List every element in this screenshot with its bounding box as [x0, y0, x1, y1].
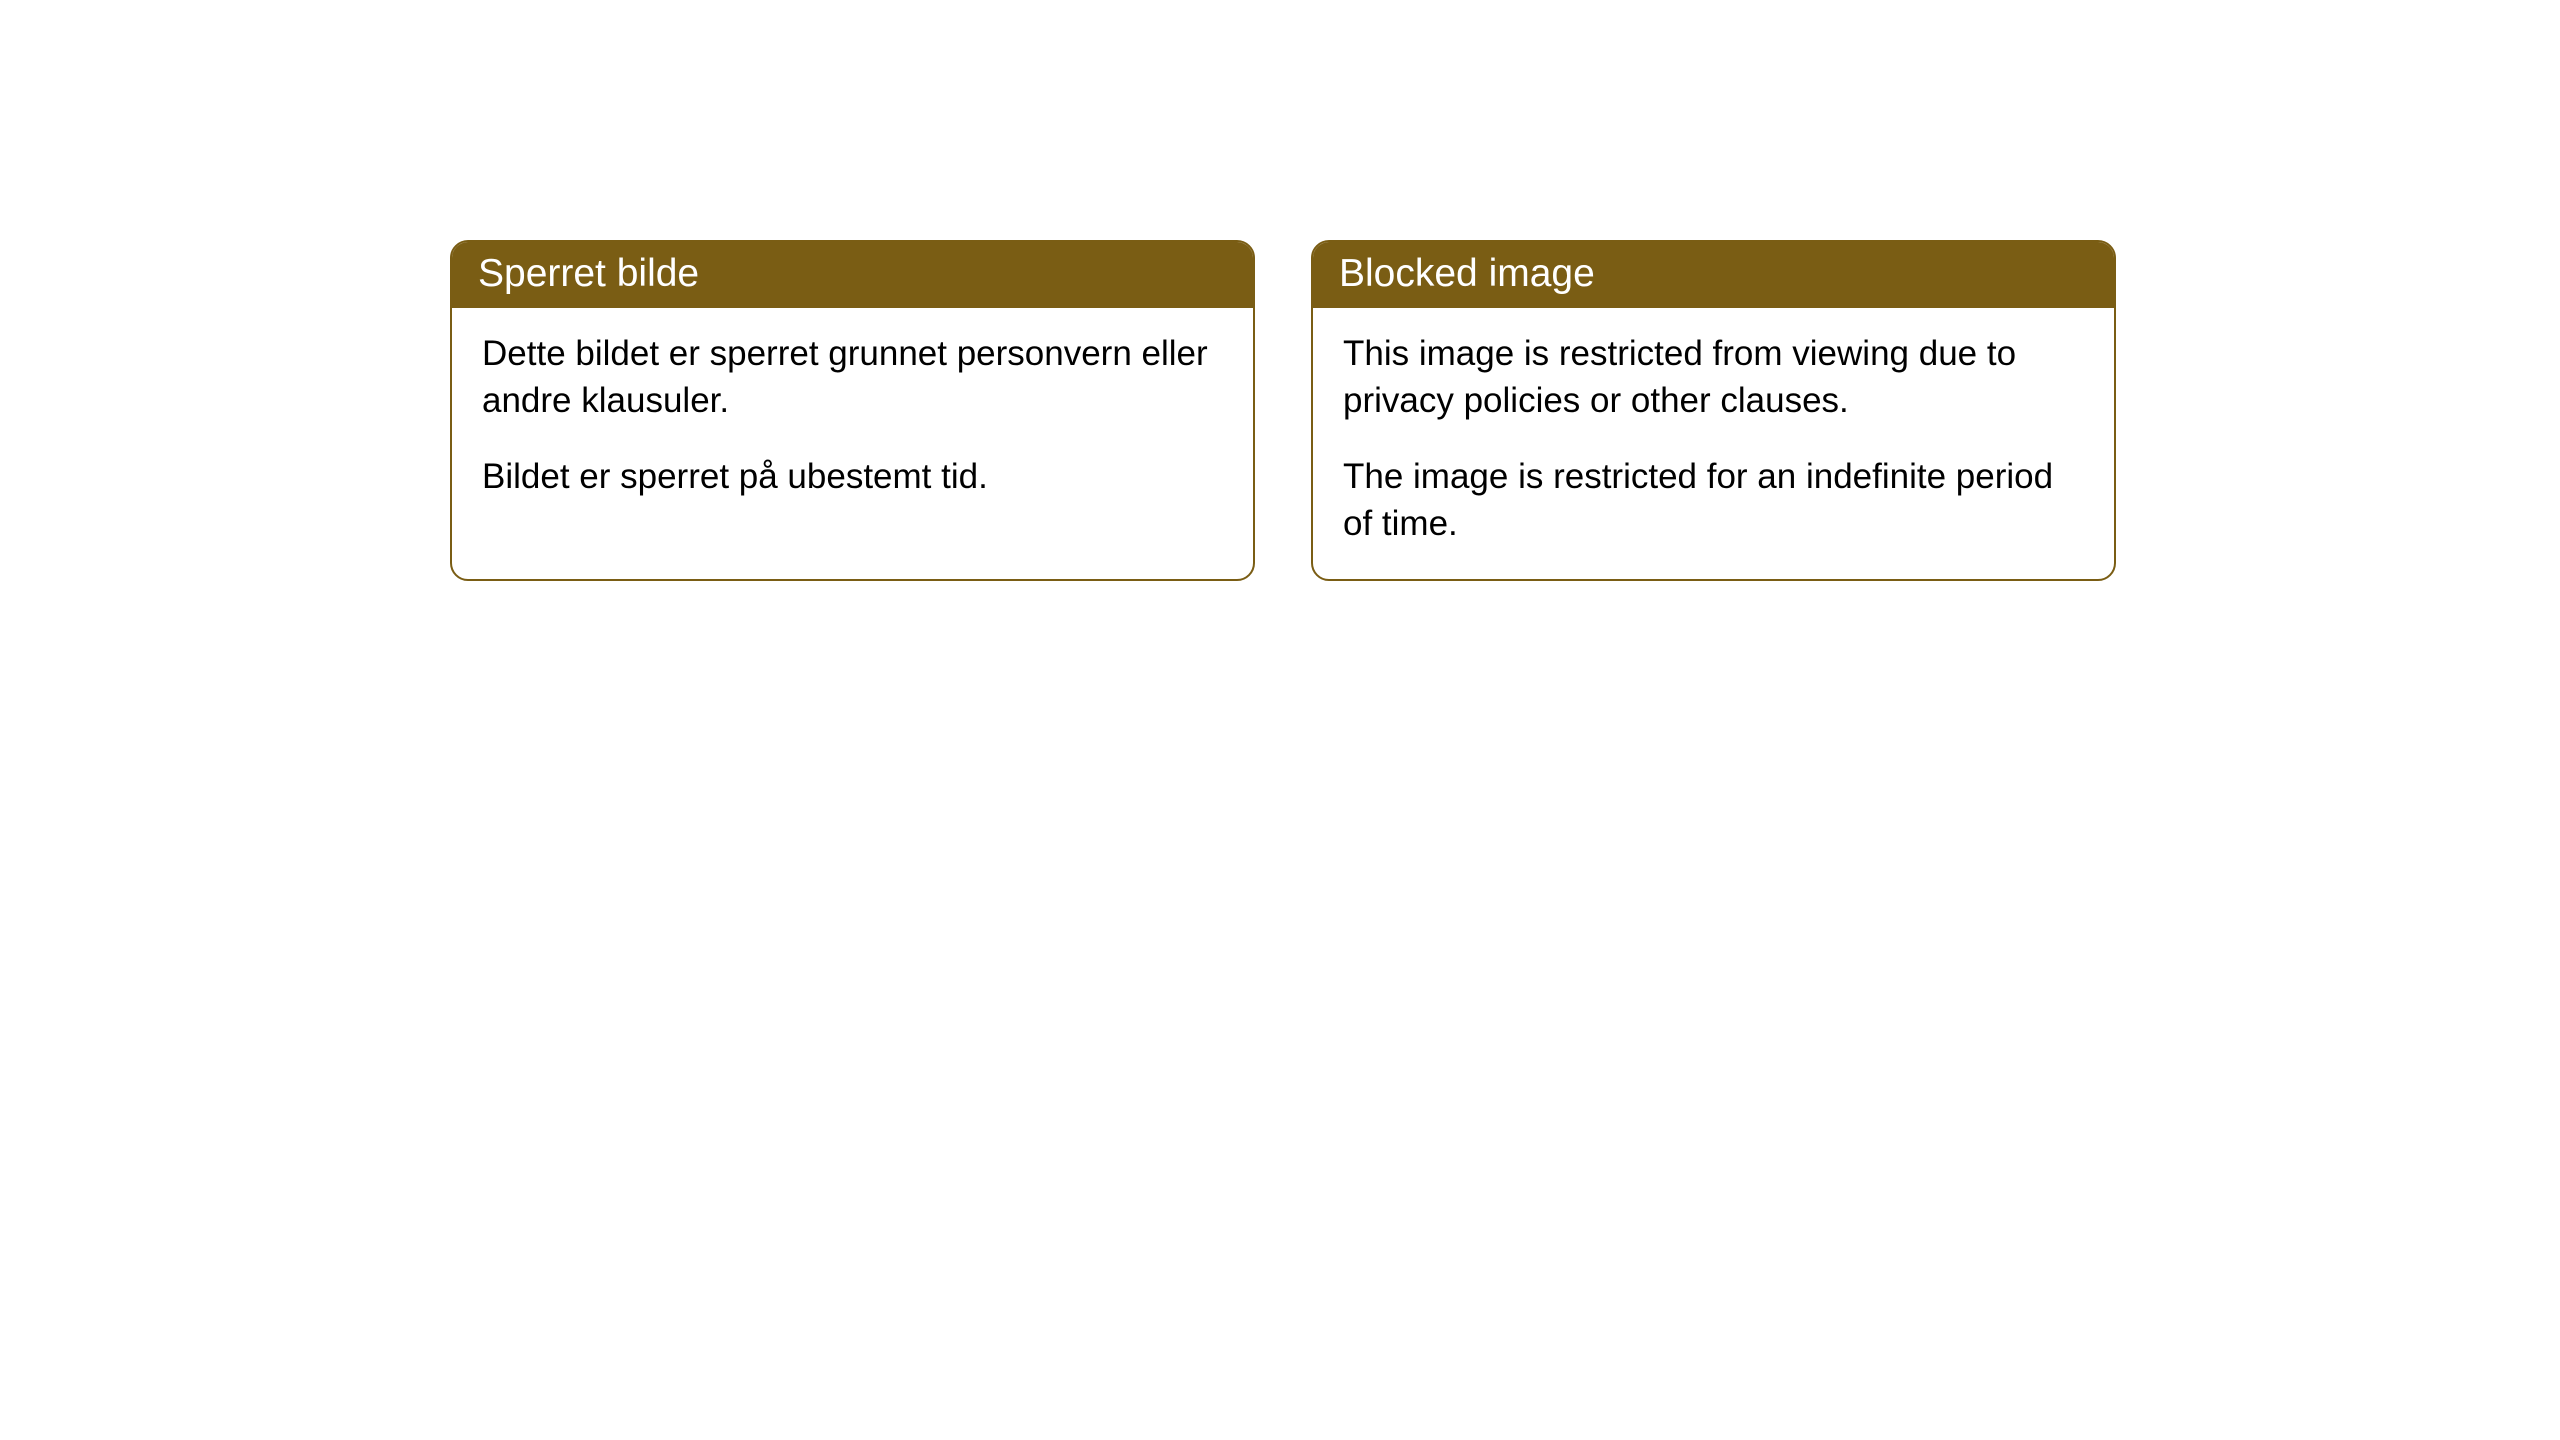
card-body: Dette bildet er sperret grunnet personve… [452, 308, 1253, 532]
card-title: Blocked image [1313, 242, 2114, 308]
card-paragraph: Dette bildet er sperret grunnet personve… [482, 330, 1223, 425]
card-paragraph: The image is restricted for an indefinit… [1343, 453, 2084, 548]
blocked-image-card-en: Blocked image This image is restricted f… [1311, 240, 2116, 581]
card-body: This image is restricted from viewing du… [1313, 308, 2114, 579]
notice-cards-container: Sperret bilde Dette bildet er sperret gr… [0, 0, 2560, 581]
card-paragraph: Bildet er sperret på ubestemt tid. [482, 453, 1223, 500]
card-title: Sperret bilde [452, 242, 1253, 308]
blocked-image-card-no: Sperret bilde Dette bildet er sperret gr… [450, 240, 1255, 581]
card-paragraph: This image is restricted from viewing du… [1343, 330, 2084, 425]
